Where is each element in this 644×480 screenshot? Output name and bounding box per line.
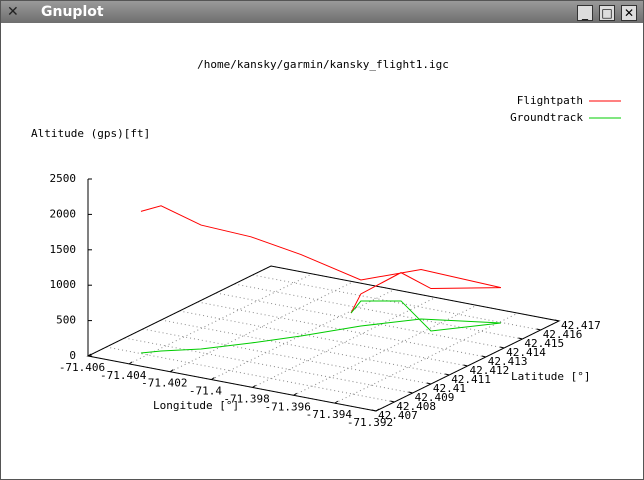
x-tick-label: -71.394	[306, 408, 353, 421]
y-tick-label: 42.408	[396, 400, 436, 413]
y-tick-label: 42.417	[561, 319, 601, 332]
x-tick-label: -71.402	[141, 377, 187, 390]
x-tick-label: -71.396	[265, 400, 311, 413]
y-tick	[463, 364, 468, 367]
grid-line	[179, 310, 468, 367]
x-tick	[252, 385, 256, 388]
x-tick	[293, 392, 297, 396]
grid-line	[106, 346, 395, 403]
z-tick-label: 2000	[50, 207, 77, 220]
x-tick	[334, 400, 339, 404]
series-line	[140, 205, 502, 314]
grid-line	[216, 292, 505, 349]
x-tick-label: -71.392	[347, 416, 393, 429]
title-bar: ✕ Gnuplot _ □ ✕	[1, 1, 643, 23]
z-axis-label: Altitude (gps)[ft]	[31, 127, 150, 140]
y-tick-label: 42.409	[415, 391, 455, 404]
maximize-button[interactable]: □	[599, 5, 615, 21]
grid-line	[234, 283, 523, 340]
y-tick-label: 42.416	[543, 328, 583, 341]
minimize-button[interactable]: _	[577, 5, 593, 21]
y-tick	[445, 373, 450, 376]
y-tick	[554, 319, 560, 322]
x-tick	[211, 377, 215, 380]
y-tick	[390, 400, 395, 403]
y-tick	[426, 382, 432, 385]
z-tick-label: 0	[69, 349, 76, 362]
y-tick	[499, 346, 505, 349]
close-button[interactable]: ✕	[621, 5, 637, 21]
x-tick	[170, 369, 174, 373]
y-tick-label: 42.412	[470, 364, 510, 377]
y-tick-label: 42.415	[524, 337, 564, 350]
grid-line	[170, 281, 354, 373]
y-tick	[371, 409, 377, 412]
x-tick-label: -71.398	[223, 392, 269, 405]
grid-line	[252, 274, 541, 331]
grid-line	[142, 328, 431, 385]
y-tick-label: 42.414	[506, 346, 546, 359]
z-tick-label: 1500	[50, 243, 77, 256]
y-axis-label: Latitude [°]	[511, 370, 590, 383]
grid-line	[161, 319, 450, 376]
y-tick	[408, 391, 413, 394]
y-tick-label: 42.407	[378, 409, 418, 422]
window-title: Gnuplot	[41, 4, 104, 20]
chart-title: /home/kansky/garmin/kansky_flight1.igc	[197, 58, 449, 71]
x-axis-label: Longitude [°]	[153, 399, 239, 412]
x-tick-label: -71.4	[189, 385, 222, 398]
y-tick-label: 42.411	[451, 373, 491, 386]
y-tick	[518, 337, 523, 340]
grid-line	[197, 301, 486, 358]
x-tick	[375, 408, 380, 412]
series-line	[140, 300, 501, 354]
y-tick	[536, 328, 541, 331]
window-icon: ✕	[7, 4, 19, 20]
grid-line	[124, 337, 413, 394]
x-tick	[128, 361, 133, 365]
y-tick	[481, 355, 486, 358]
x-tick-label: -71.406	[59, 361, 105, 374]
chart: /home/kansky/garmin/kansky_flight1.igc A…	[31, 58, 621, 429]
legend-label: Flightpath	[517, 94, 583, 107]
z-tick-label: 2500	[50, 172, 77, 185]
z-tick-label: 1000	[50, 278, 77, 291]
z-tick-label: 500	[56, 314, 76, 327]
x-tick-label: -71.404	[100, 369, 147, 382]
legend-label: Groundtrack	[510, 111, 583, 124]
y-tick-label: 42.41	[433, 382, 466, 395]
y-tick-label: 42.413	[488, 355, 528, 368]
